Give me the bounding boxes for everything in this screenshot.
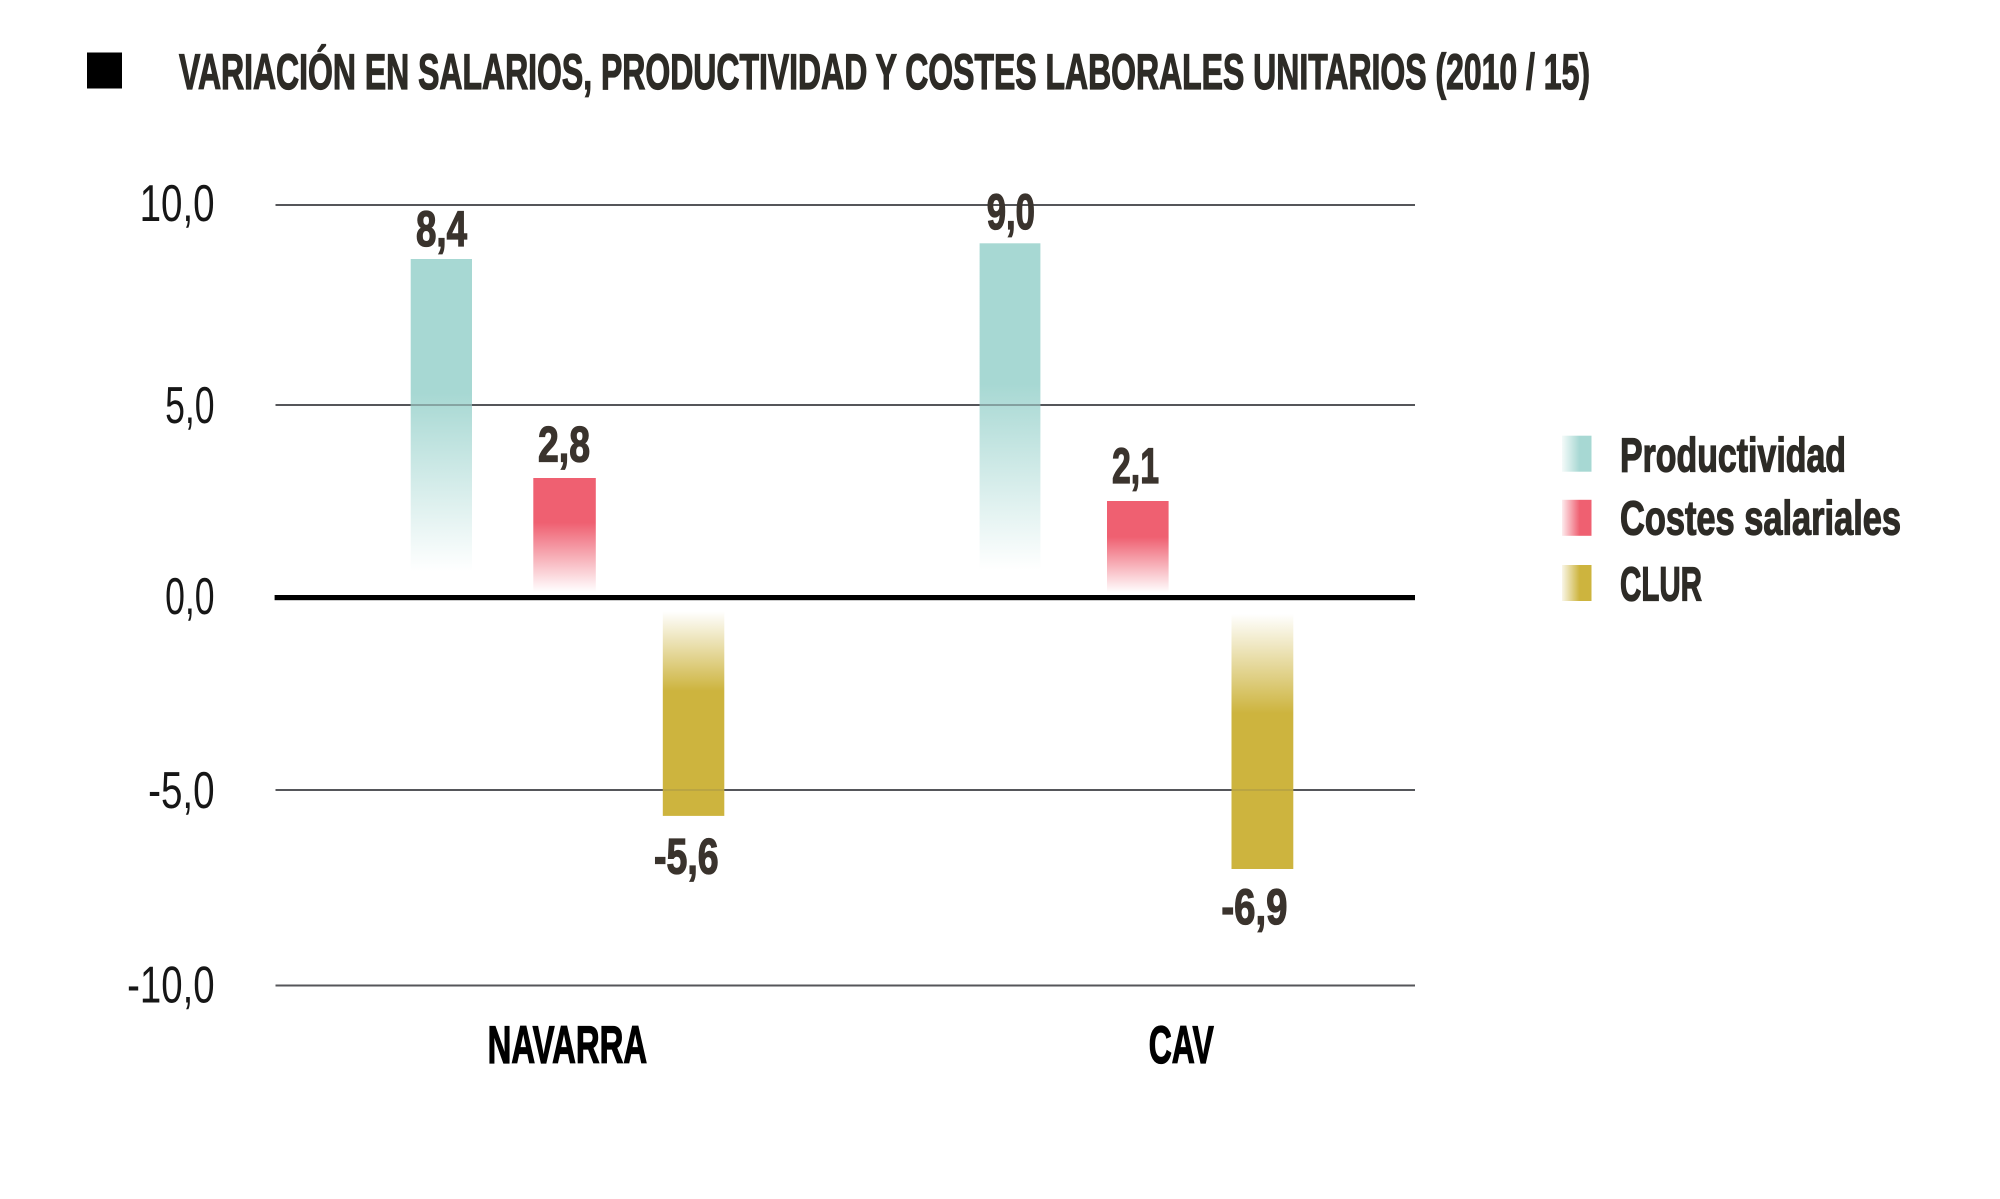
svg-text:-5,6: -5,6 <box>654 828 719 884</box>
svg-text:2,1: 2,1 <box>1112 438 1159 494</box>
svg-text:9,0: 9,0 <box>987 184 1035 240</box>
svg-text:0,0: 0,0 <box>165 568 215 626</box>
svg-text:VARIACIÓN EN SALARIOS, PRODUCT: VARIACIÓN EN SALARIOS, PRODUCTIVIDAD Y C… <box>179 44 1590 100</box>
svg-text:10,0: 10,0 <box>140 175 215 233</box>
svg-text:-10,0: -10,0 <box>127 956 215 1014</box>
svg-text:2,8: 2,8 <box>538 417 590 473</box>
svg-text:5,0: 5,0 <box>165 377 215 435</box>
svg-text:-5,0: -5,0 <box>148 762 215 820</box>
svg-text:8,4: 8,4 <box>416 201 467 257</box>
svg-text:NAVARRA: NAVARRA <box>488 1016 647 1075</box>
svg-text:-6,9: -6,9 <box>1221 879 1287 935</box>
svg-text:CLUR: CLUR <box>1620 559 1702 612</box>
svg-text:Costes salariales: Costes salariales <box>1620 493 1901 546</box>
svg-text:CAV: CAV <box>1149 1016 1214 1075</box>
svg-text:Productividad: Productividad <box>1620 430 1846 483</box>
